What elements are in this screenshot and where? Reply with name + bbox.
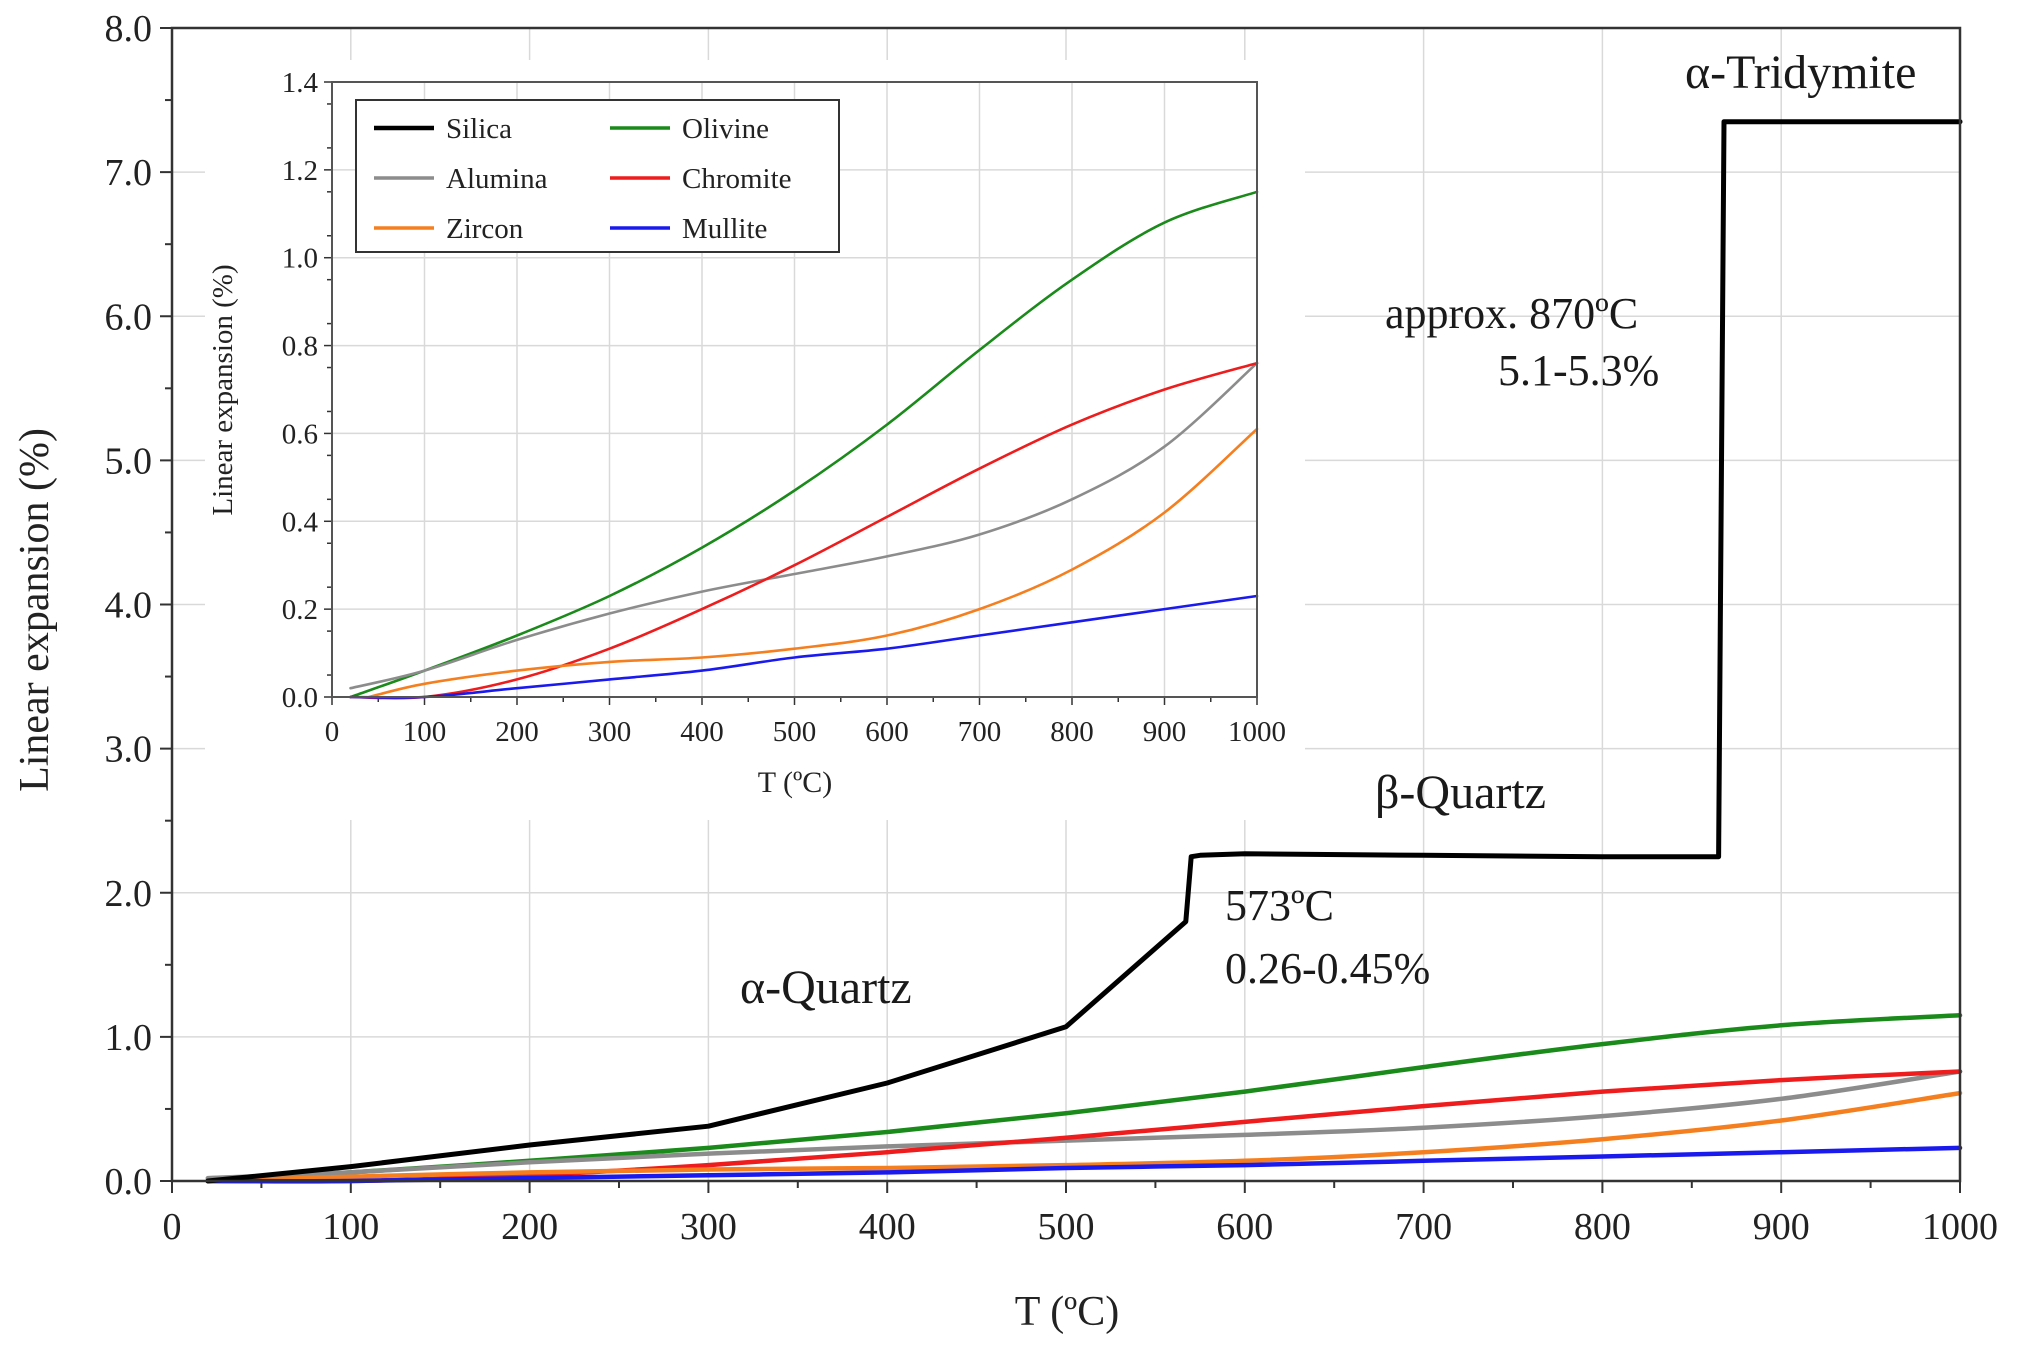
legend-label-chromite: Chromite [682, 163, 792, 195]
inset-x-tick-label: 100 [403, 716, 447, 748]
main-x-tick-label: 800 [1574, 1206, 1631, 1248]
main-x-tick-label: 0 [163, 1206, 182, 1248]
main-y-tick-label: 7.0 [105, 152, 153, 194]
main-y-tick-label: 2.0 [105, 873, 153, 915]
main-x-tick-label: 100 [322, 1206, 379, 1248]
inset-y-axis-title: Linear expansion (%) [207, 264, 239, 515]
main-series-lines [205, 119, 1963, 1184]
inset-x-tick-label: 1000 [1228, 716, 1286, 748]
main-y-tick-label: 8.0 [105, 8, 153, 50]
inset-x-tick-label: 600 [865, 716, 909, 748]
main-x-tick-label: 200 [501, 1206, 558, 1248]
legend-label-zircon: Zircon [446, 213, 524, 245]
annotation-beta-quartz: β-Quartz [1375, 766, 1546, 819]
main-x-tick-label: 300 [680, 1206, 737, 1248]
inset-y-tick-label: 1.0 [282, 243, 318, 275]
legend-label-alumina: Alumina [446, 163, 548, 195]
main-series-zircon-line [205, 1090, 1963, 1184]
annotation-transition-573-range: 0.26-0.45% [1225, 944, 1430, 993]
main-y-tick-label: 5.0 [105, 440, 153, 482]
legend-box [355, 99, 840, 253]
inset-series-lines [349, 190, 1259, 700]
main-x-tick-label: 900 [1753, 1206, 1810, 1248]
main-x-tick-label: 700 [1395, 1206, 1452, 1248]
inset-x-tick-label: 500 [773, 716, 817, 748]
main-x-tick-label: 1000 [1922, 1206, 1998, 1248]
inset-axis-ticks: 0 100 200 300 400 500 600 700 800 900 1000 0.0 0.2 0.… [282, 67, 1286, 748]
plot-frames [170, 26, 1962, 1183]
inset-x-axis-title: T (ºC) [758, 766, 833, 799]
main-x-tick-label: 600 [1216, 1206, 1273, 1248]
inset-series-mullite-line [349, 594, 1259, 699]
inset-series-chromite-line [349, 361, 1259, 700]
annotation-transition-870-range: 5.1-5.3% [1498, 346, 1659, 395]
inset-x-tick-label: 700 [958, 716, 1002, 748]
main-x-axis-title: T (ºC) [1015, 1289, 1119, 1335]
inset-y-tick-label: 0.8 [282, 331, 318, 363]
main-y-tick-label: 0.0 [105, 1161, 153, 1203]
main-y-tick-label: 6.0 [105, 296, 153, 338]
annotation-alpha-tridymite: α-Tridymite [1685, 46, 1916, 99]
inset-x-tick-label: 200 [495, 716, 539, 748]
inset-series-alumina-line [349, 361, 1259, 690]
inset-x-tick-label: 0 [325, 716, 340, 748]
main-series-alumina-line [205, 1069, 1963, 1181]
inset-y-tick-label: 1.4 [282, 67, 319, 99]
inset-series-olivine-line [349, 190, 1259, 699]
main-y-axis-title: Linear expansion (%) [12, 428, 58, 792]
inset-series-zircon-line [367, 427, 1259, 699]
main-x-tick-label: 500 [1038, 1206, 1095, 1248]
inset-x-tick-label: 800 [1050, 716, 1094, 748]
inset-y-tick-label: 0.6 [282, 418, 318, 450]
inset-x-tick-label: 300 [588, 716, 632, 748]
annotation-transition-870-temp: approx. 870ºC [1385, 289, 1638, 338]
main-y-tick-label: 3.0 [105, 729, 153, 771]
annotation-transition-573-temp: 573ºC [1225, 881, 1334, 930]
main-axis-ticks: 0 100 200 300 400 500 600 700 800 900 10000.01.02.… [105, 8, 1999, 1248]
main-series-silica-line [205, 119, 1963, 1184]
inset-y-tick-label: 0.0 [282, 682, 318, 714]
main-y-tick-label: 4.0 [105, 585, 153, 627]
inset-legend: Silica Olivine Alumina Chromite Zircon Mullit… [355, 99, 840, 253]
inset-y-tick-label: 0.4 [282, 506, 319, 538]
main-y-tick-label: 1.0 [105, 1017, 153, 1059]
inset-y-tick-label: 1.2 [282, 155, 318, 187]
main-series-mullite-line [205, 1145, 1963, 1184]
main-plot-frame [170, 26, 1962, 1183]
inset-y-tick-label: 0.2 [282, 594, 318, 626]
legend-label-olivine: Olivine [682, 113, 769, 145]
inset-x-tick-label: 400 [680, 716, 724, 748]
legend-label-mullite: Mullite [682, 213, 767, 245]
main-x-tick-label: 400 [859, 1206, 916, 1248]
annotation-alpha-quartz: α-Quartz [740, 961, 912, 1014]
inset-x-tick-label: 900 [1143, 716, 1187, 748]
legend-label-silica: Silica [446, 113, 512, 145]
inset-plot-frame [331, 81, 1258, 698]
